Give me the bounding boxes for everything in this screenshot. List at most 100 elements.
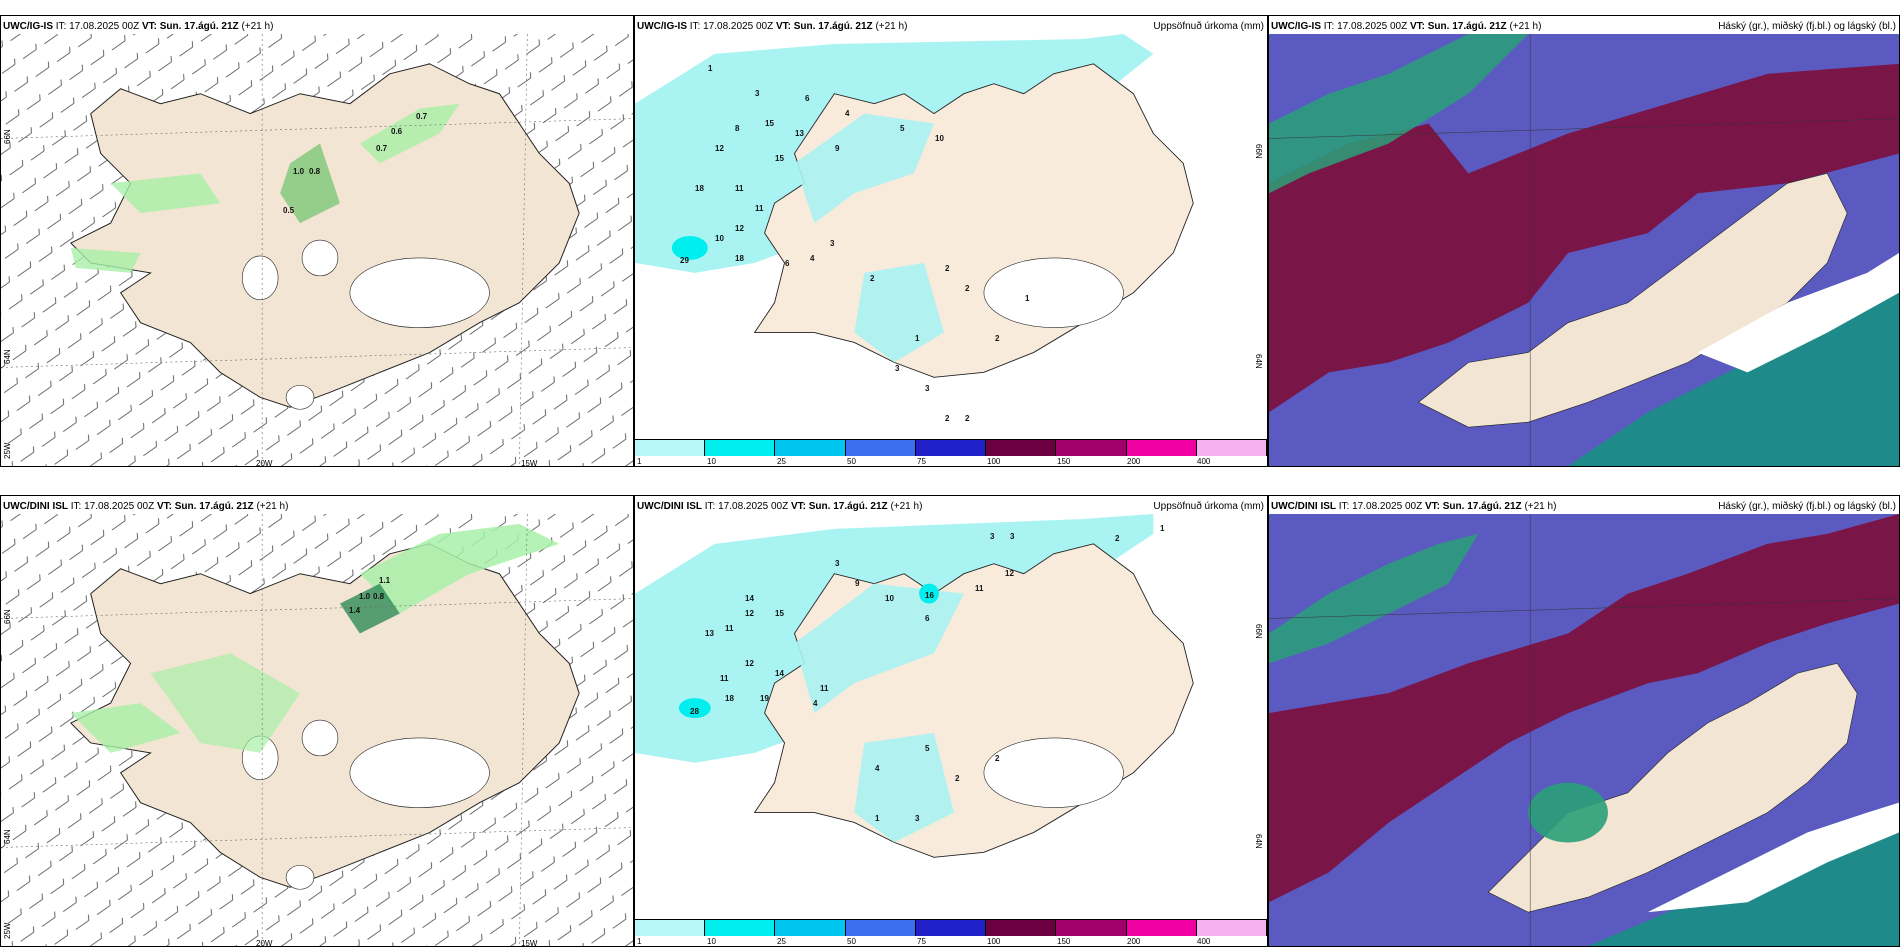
glacier <box>285 865 315 890</box>
cloud-panel-top: UWC/IG-IS IT: 17.08.2025 00Z VT: Sun. 17… <box>1268 15 1900 467</box>
colorbar-segment <box>635 920 706 936</box>
precip-number: 11 <box>735 184 744 193</box>
precip-area <box>794 583 964 714</box>
lon-label: 15W <box>521 939 538 947</box>
glacier <box>285 385 315 410</box>
precip-number: 4 <box>845 109 850 118</box>
lat-label: 64N <box>3 349 12 364</box>
lon-label: 15W <box>521 459 538 467</box>
precip-number: 4 <box>810 254 815 263</box>
colorbar-tick: 10 <box>707 937 716 946</box>
precip-value: 0.8 <box>309 167 321 176</box>
precip-number: 15 <box>775 609 784 618</box>
lat-label: 66N <box>1254 144 1263 159</box>
precip-title: Uppsöfnuð úrkoma (mm) <box>1153 501 1264 512</box>
colorbar-segment <box>705 440 776 456</box>
precip-value: 0.7 <box>416 112 428 121</box>
precip-number: 16 <box>925 591 934 600</box>
glacier <box>983 257 1124 328</box>
precip-number: 15 <box>765 119 774 128</box>
precip-number: 3 <box>755 89 760 98</box>
precip-number: 11 <box>755 204 764 213</box>
lon-label: 25W <box>3 442 12 459</box>
colorbar-tick: 75 <box>917 457 926 466</box>
colorbar-segment <box>915 440 987 456</box>
precip-area <box>359 523 560 614</box>
precip-number: 6 <box>925 614 930 623</box>
precip-number: 9 <box>855 579 860 588</box>
precip-number: 10 <box>885 594 894 603</box>
colorbar-tick: 150 <box>1057 937 1071 946</box>
colorbar-tick: 400 <box>1197 937 1211 946</box>
cloud-panel-bottom: UWC/DINI ISL IT: 17.08.2025 00Z VT: Sun.… <box>1268 495 1900 947</box>
glacier <box>301 239 339 277</box>
precip-number: 2 <box>965 414 970 423</box>
precip-number: 13 <box>795 129 804 138</box>
precip-number: 2 <box>965 284 970 293</box>
high-cloud <box>1269 514 1899 903</box>
precip-title: Uppsöfnuð úrkoma (mm) <box>1153 21 1264 32</box>
precip-number: 3 <box>835 559 840 568</box>
precip-number: 1 <box>1160 524 1165 533</box>
precip-number: 3 <box>1010 532 1015 541</box>
precip-number: 2 <box>870 274 875 283</box>
precip-number: 3 <box>915 814 920 823</box>
precip-number: 1 <box>708 64 713 73</box>
precip-area <box>854 732 954 843</box>
colorbar-tick: 1 <box>637 457 642 466</box>
precip-area <box>854 262 945 363</box>
colorbar-tick: 50 <box>847 937 856 946</box>
precip-number: 11 <box>820 684 829 693</box>
mid-cloud <box>1269 533 1479 664</box>
precip-number: 6 <box>785 259 790 268</box>
wind-map: 1.0 0.8 0.5 0.6 0.7 0.7 66N 64N 25W 20W … <box>1 34 633 466</box>
colorbar-segment <box>1126 440 1197 456</box>
colorbar-tick: 200 <box>1127 457 1141 466</box>
colorbar-segment <box>986 440 1057 456</box>
precip-area <box>280 143 340 224</box>
colorbar-segment <box>1196 440 1267 456</box>
precip-number: 14 <box>775 669 784 678</box>
iceland-land <box>1417 173 1848 428</box>
iceland-wind-map-svg <box>1 34 633 466</box>
precip-number: 6 <box>805 94 810 103</box>
iceland-land <box>1487 662 1858 913</box>
white-clear <box>1647 802 1899 913</box>
precip-number: 10 <box>935 134 944 143</box>
precip-panel-bottom: UWC/DINI ISL IT: 17.08.2025 00Z VT: Sun.… <box>634 495 1268 947</box>
colorbar-segment <box>635 440 706 456</box>
mid-cloud <box>1528 782 1608 843</box>
precip-number: 2 <box>945 414 950 423</box>
glacier <box>241 255 279 301</box>
high-cloud <box>1269 63 1899 413</box>
lat-label: 64N <box>1254 354 1263 369</box>
precip-number: 14 <box>745 594 754 603</box>
precip-value: 0.7 <box>376 144 388 153</box>
colorbar-segment <box>1126 920 1197 936</box>
precip-max <box>678 698 711 718</box>
white-clear <box>1697 252 1899 373</box>
precip-value: 0.6 <box>391 127 403 136</box>
panel-title: UWC/IG-IS IT: 17.08.2025 00Z VT: Sun. 17… <box>1271 21 1542 32</box>
colorbar-tick: 150 <box>1057 457 1071 466</box>
colorbar-segment <box>915 920 987 936</box>
colorbar-tick: 100 <box>987 937 1001 946</box>
precip-max <box>919 583 940 604</box>
precip-value: 1.1 <box>379 576 391 585</box>
panel-title: UWC/DINI ISL IT: 17.08.2025 00Z VT: Sun.… <box>3 501 289 512</box>
colorbar-tick: 10 <box>707 457 716 466</box>
precip-number: 19 <box>760 694 769 703</box>
precip-number: 28 <box>690 707 699 716</box>
lon-label: 20W <box>256 939 273 947</box>
cloud-title: Háský (gr.), miðský (fj.bl.) og lágský (… <box>1718 21 1896 32</box>
precip-number: 29 <box>680 256 689 265</box>
precip-area <box>359 103 460 164</box>
colorbar-tick: 100 <box>987 457 1001 466</box>
colorbar-segment <box>986 920 1057 936</box>
colorbar-segment <box>1196 920 1267 936</box>
colorbar-tick: 25 <box>777 457 786 466</box>
precip-number: 11 <box>725 624 734 633</box>
panel-title: UWC/DINI ISL IT: 17.08.2025 00Z VT: Sun.… <box>637 501 923 512</box>
precip-number: 9 <box>835 144 840 153</box>
precip-area <box>110 173 221 214</box>
